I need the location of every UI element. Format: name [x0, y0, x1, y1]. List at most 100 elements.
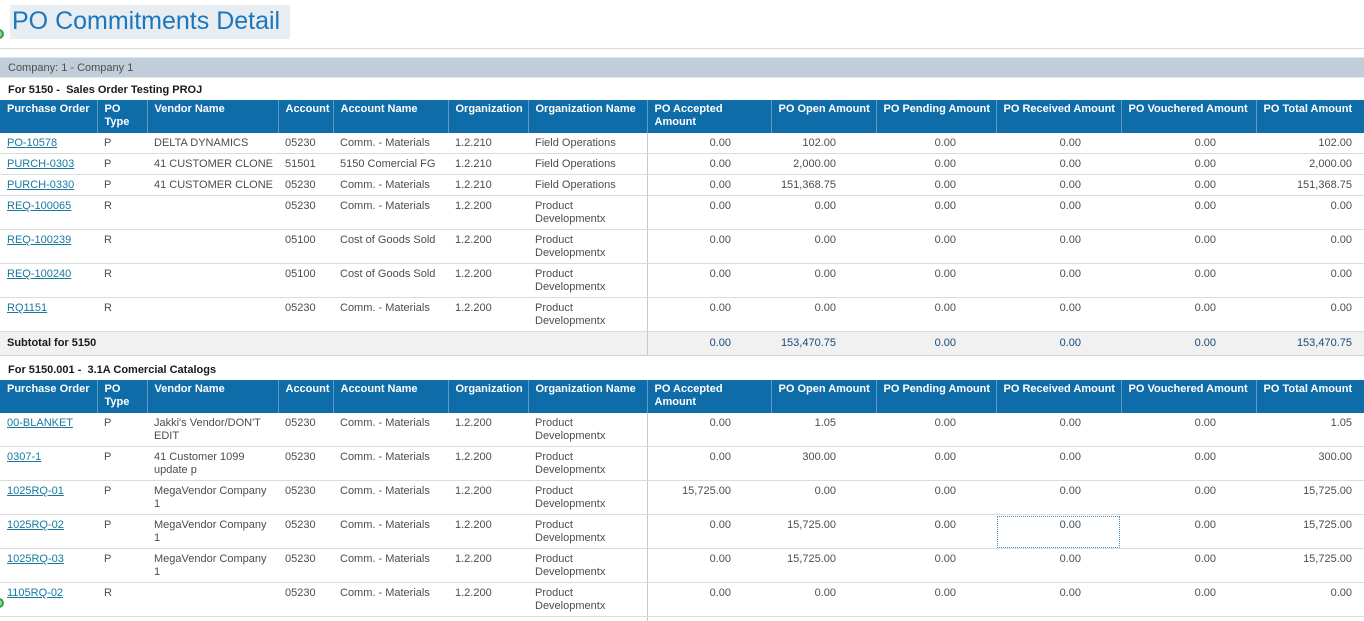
- subtotal-amount-cell: 153,470.75: [771, 331, 876, 356]
- po-vouchered-amount-cell: 0.00: [1121, 582, 1256, 617]
- po-total-amount-cell: 151,368.75: [1256, 174, 1364, 196]
- account-name-cell: Comm. - Travel - Airfare: [333, 616, 448, 621]
- account-cell: 51501: [278, 153, 333, 175]
- po-open-amount-cell: 15,725.00: [771, 548, 876, 583]
- report-body: For 5150 - Sales Order Testing PROJ Purch…: [0, 78, 1364, 621]
- account-name-cell: Comm. - Materials: [333, 195, 448, 230]
- purchase-order-link[interactable]: 00-BLANKET: [7, 417, 74, 429]
- po-total-amount-cell: 102.00: [1256, 133, 1364, 154]
- column-header: Organization: [447, 100, 528, 133]
- purchase-order-cell: 1025RQ-01: [0, 480, 97, 515]
- organization-name-cell: Product Developmentx: [528, 413, 647, 447]
- purchase-order-link[interactable]: 1025RQ-03: [7, 553, 64, 565]
- organization-cell: 1.2.210: [448, 174, 528, 196]
- organization-name-cell: Product Developmentx: [528, 480, 647, 515]
- purchase-order-link[interactable]: 1025RQ-02: [7, 519, 64, 531]
- po-total-amount-cell: 0.00: [1256, 263, 1364, 298]
- vendor-name-cell: 41 CUSTOMER CLONE: [147, 153, 278, 175]
- purchase-order-link[interactable]: 1025RQ-01: [7, 485, 64, 497]
- table-row: 1025RQ-03 P MegaVendor Company 1 05230 Comm.…: [0, 548, 1364, 583]
- purchase-order-link[interactable]: REQ-100239: [7, 234, 72, 246]
- po-type-cell: P: [97, 548, 147, 583]
- vendor-name-cell: Jakki's Vendor/DON'T EDIT: [147, 413, 278, 447]
- po-open-amount-cell: 0.00: [771, 263, 876, 298]
- purchase-order-cell: 0307-1: [0, 446, 97, 481]
- account-name-cell: Comm. - Materials: [333, 582, 448, 617]
- account-name-cell: Comm. - Materials: [333, 133, 448, 154]
- green-dot-icon: [0, 29, 4, 39]
- subtotal-amount-cell: 0.00: [646, 331, 771, 356]
- column-header: Vendor Name: [146, 100, 278, 133]
- po-total-amount-cell: 0.00: [1256, 195, 1364, 230]
- purchase-order-cell: 1105RQ-02: [0, 582, 97, 617]
- account-cell: 05230: [278, 582, 333, 617]
- po-received-amount-cell: 0.00: [996, 133, 1121, 154]
- purchase-order-cell: 142124: [0, 616, 97, 621]
- po-vouchered-amount-cell: 0.00: [1121, 480, 1256, 515]
- column-header: PO Type: [96, 100, 147, 133]
- po-type-cell: R: [97, 195, 147, 230]
- po-type-cell: R: [97, 582, 147, 617]
- organization-name-cell: Product Developmentx: [528, 514, 647, 549]
- po-received-amount-cell: 0.00: [996, 582, 1121, 617]
- purchase-order-link[interactable]: 0307-1: [7, 451, 42, 463]
- po-type-cell: R: [97, 297, 147, 332]
- purchase-order-link[interactable]: PURCH-0303: [7, 158, 75, 170]
- po-received-amount-cell: 0.00: [996, 297, 1121, 332]
- po-accepted-amount-cell: 0.00: [646, 616, 771, 621]
- po-received-amount-cell: 0.00: [996, 153, 1121, 175]
- purchase-order-cell: 1025RQ-03: [0, 548, 97, 583]
- title-band: PO Commitments Detail: [0, 0, 1364, 48]
- po-total-amount-cell: 2,000.00: [1256, 153, 1364, 175]
- table-row: REQ-100240 R 05100 Cost of Goods Sold 1.2.20…: [0, 263, 1364, 298]
- po-vouchered-amount-cell: 0.00: [1121, 297, 1256, 332]
- account-cell: 05230: [278, 195, 333, 230]
- po-accepted-amount-cell: 0.00: [646, 195, 771, 230]
- po-type-cell: R: [97, 263, 147, 298]
- column-header: PO Pending Amount: [875, 380, 996, 413]
- po-received-amount-cell: 0.00: [996, 195, 1121, 230]
- account-name-cell: Cost of Goods Sold: [333, 263, 448, 298]
- table-row: PURCH-0330 P 41 CUSTOMER CLONE 05230 Comm. -…: [0, 174, 1364, 196]
- organization-name-cell: Field Operations: [528, 133, 647, 154]
- vendor-name-cell: [147, 582, 278, 617]
- po-type-cell: P: [97, 133, 147, 154]
- table-row: 1105RQ-02 R 05230 Comm. - Materials 1.2.200 P…: [0, 582, 1364, 617]
- column-header: PO Vouchered Amount: [1120, 100, 1256, 133]
- po-total-amount-cell: 300.00: [1256, 446, 1364, 481]
- purchase-order-link[interactable]: 1105RQ-02: [7, 587, 64, 599]
- organization-name-cell: Product Developmentx: [528, 195, 647, 230]
- purchase-order-link[interactable]: PO-10578: [7, 137, 58, 149]
- account-name-cell: Comm. - Materials: [333, 480, 448, 515]
- column-header: PO Vouchered Amount: [1120, 380, 1256, 413]
- purchase-order-link[interactable]: PURCH-0330: [7, 179, 75, 191]
- po-open-amount-cell: 1.05: [771, 413, 876, 447]
- organization-cell: 1.2.200: [448, 616, 528, 621]
- organization-cell: 1.2.210: [448, 153, 528, 175]
- po-vouchered-amount-cell: 0.00: [1121, 446, 1256, 481]
- vendor-name-cell: [147, 263, 278, 298]
- organization-cell: 1.2.200: [448, 195, 528, 230]
- purchase-order-link[interactable]: RQ1151: [7, 302, 48, 314]
- account-cell: 05100: [278, 229, 333, 264]
- table-row: REQ-100065 R 05230 Comm. - Materials 1.2.200…: [0, 195, 1364, 230]
- account-cell: 05230: [278, 413, 333, 447]
- po-accepted-amount-cell: 0.00: [646, 263, 771, 298]
- purchase-order-cell: REQ-100239: [0, 229, 97, 264]
- table-row: PURCH-0303 P 41 CUSTOMER CLONE 51501 5150 Co…: [0, 153, 1364, 175]
- po-pending-amount-cell: 0.00: [876, 229, 996, 264]
- column-header: Account Name: [332, 100, 448, 133]
- account-cell: 05210-100: [278, 616, 333, 621]
- purchase-order-link[interactable]: REQ-100240: [7, 268, 72, 280]
- po-pending-amount-cell: 0.00: [876, 446, 996, 481]
- po-accepted-amount-cell: 0.00: [646, 297, 771, 332]
- purchase-order-link[interactable]: REQ-100065: [7, 200, 72, 212]
- po-accepted-amount-cell: 15,725.00: [646, 480, 771, 515]
- purchase-order-cell: PO-10578: [0, 133, 97, 154]
- section-heading: For 5150.001 - 3.1A Comercial Catalogs: [8, 364, 217, 376]
- organization-cell: 1.2.200: [448, 514, 528, 549]
- column-header: Organization: [447, 380, 528, 413]
- focused-amount-cell[interactable]: 0.00: [996, 514, 1121, 549]
- po-pending-amount-cell: 0.00: [876, 263, 996, 298]
- po-received-amount-cell: 0.00: [996, 174, 1121, 196]
